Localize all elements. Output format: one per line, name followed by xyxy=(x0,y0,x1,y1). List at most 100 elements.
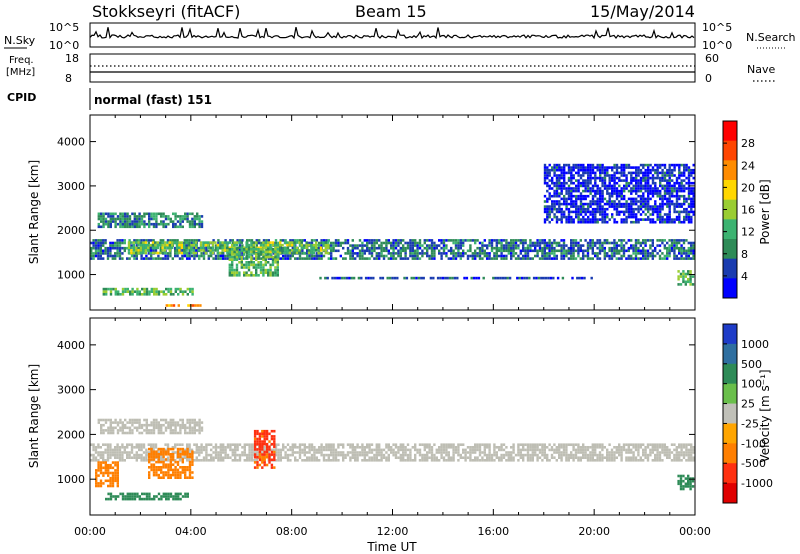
heatmap-cell xyxy=(250,250,253,254)
heatmap-cell xyxy=(481,252,484,255)
heatmap-cell xyxy=(252,248,255,251)
heatmap-cell xyxy=(578,276,581,280)
heatmap-cell xyxy=(409,241,412,245)
heatmap-cell xyxy=(647,187,650,190)
heatmap-cell xyxy=(348,276,351,280)
heatmap-cell xyxy=(608,166,611,169)
heatmap-cell xyxy=(620,205,623,208)
heatmap-cell xyxy=(187,246,191,250)
heatmap-cell xyxy=(603,166,607,169)
heatmap-cell xyxy=(240,255,243,259)
heatmap-cell xyxy=(109,254,112,258)
heatmap-cell xyxy=(300,243,303,247)
heatmap-cell xyxy=(196,217,199,221)
heatmap-cell xyxy=(603,254,606,258)
heatmap-cell xyxy=(155,426,158,430)
heatmap-cell xyxy=(627,197,631,201)
heatmap-cell xyxy=(111,241,114,245)
heatmap-cell xyxy=(375,257,378,260)
heatmap-cell xyxy=(490,244,494,247)
heatmap-cell xyxy=(193,215,196,218)
heatmap-cell xyxy=(284,254,287,258)
heatmap-cell xyxy=(678,246,681,250)
heatmap-cell xyxy=(661,187,664,190)
heatmap-cell xyxy=(126,426,129,430)
heatmap-cell xyxy=(90,254,93,258)
heatmap-cell xyxy=(682,249,686,253)
heatmap-cell xyxy=(673,252,676,255)
heatmap-cell xyxy=(100,429,103,432)
heatmap-cell xyxy=(193,426,196,430)
heatmap-cell xyxy=(426,252,429,255)
heatmap-cell xyxy=(613,220,616,224)
heatmap-cell xyxy=(582,254,585,258)
heatmap-cell xyxy=(452,252,455,255)
heatmap-cell xyxy=(166,254,170,258)
heatmap-cell xyxy=(656,171,659,175)
heatmap-cell xyxy=(191,418,194,422)
heatmap-cell xyxy=(591,187,595,190)
heatmap-cell xyxy=(663,163,667,167)
heatmap-cell xyxy=(252,246,255,250)
heatmap-cell xyxy=(179,290,182,293)
heatmap-cell xyxy=(615,205,619,208)
heatmap-cell xyxy=(459,257,462,260)
heatmap-cell xyxy=(174,215,177,218)
heatmap-cell xyxy=(563,176,566,180)
heatmap-cell xyxy=(642,451,645,454)
heatmap-cell xyxy=(366,241,369,245)
heatmap-cell xyxy=(475,276,478,280)
heatmap-cell xyxy=(109,217,112,221)
heatmap-cell xyxy=(644,456,647,459)
heatmap-cell xyxy=(356,451,359,454)
heatmap-cell xyxy=(608,456,611,459)
heatmap-cell xyxy=(325,443,328,446)
heatmap-cell xyxy=(464,451,467,454)
heatmap-cell xyxy=(591,207,595,211)
heatmap-cell xyxy=(565,197,568,201)
heatmap-cell xyxy=(368,241,371,245)
heatmap-cell xyxy=(637,239,640,242)
heatmap-cell xyxy=(656,459,659,462)
heatmap-cell xyxy=(132,251,135,255)
heatmap-cell xyxy=(586,448,590,452)
heatmap-cell xyxy=(450,459,453,462)
heatmap-cell xyxy=(632,179,635,182)
heatmap-cell xyxy=(100,423,103,427)
heatmap-cell xyxy=(127,249,131,252)
heatmap-cell xyxy=(139,243,143,247)
heatmap-cell xyxy=(447,249,450,253)
heatmap-cell xyxy=(155,215,158,218)
heatmap-cell xyxy=(440,446,443,449)
heatmap-cell xyxy=(234,459,237,462)
heatmap-cell xyxy=(647,174,650,177)
heatmap-cell xyxy=(330,459,333,462)
heatmap-cell xyxy=(181,249,184,253)
heatmap-cell xyxy=(560,184,563,188)
heatmap-cell xyxy=(136,418,139,422)
heatmap-cell xyxy=(228,274,231,277)
heatmap-cell xyxy=(283,249,287,252)
heatmap-cell xyxy=(142,456,146,459)
heatmap-cell xyxy=(558,244,561,247)
heatmap-cell xyxy=(363,252,366,255)
heatmap-cell xyxy=(399,241,402,245)
heatmap-cell xyxy=(465,276,469,280)
heatmap-cell xyxy=(642,205,645,208)
heatmap-cell xyxy=(217,241,220,245)
heatmap-cell xyxy=(692,187,695,190)
heatmap-cell xyxy=(337,451,340,454)
heatmap-cell xyxy=(692,459,695,462)
heatmap-cell xyxy=(630,197,633,201)
heatmap-cell xyxy=(264,261,267,264)
heatmap-cell xyxy=(654,168,657,172)
heatmap-cell xyxy=(630,187,633,190)
heatmap-cell xyxy=(248,443,251,446)
heatmap-cell xyxy=(358,249,362,253)
heatmap-cell xyxy=(140,431,144,435)
heatmap-cell xyxy=(143,418,146,422)
heatmap-cell xyxy=(642,192,645,195)
heatmap-cell xyxy=(97,482,100,485)
heatmap-cell xyxy=(250,239,254,242)
heatmap-cell xyxy=(147,257,150,260)
